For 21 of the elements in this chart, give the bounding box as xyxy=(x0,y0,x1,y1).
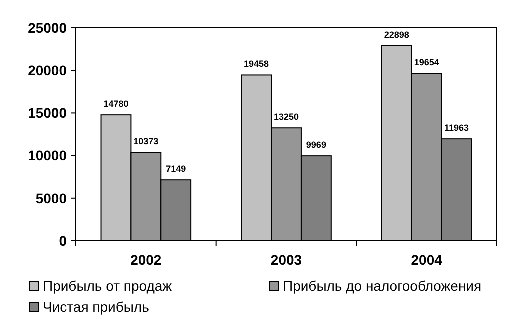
y-tick-label: 25000 xyxy=(28,20,68,36)
data-label: 13250 xyxy=(274,112,300,122)
data-label: 19654 xyxy=(414,58,440,68)
y-tick-label: 5000 xyxy=(36,190,68,206)
data-label: 22898 xyxy=(384,30,410,40)
y-tick-label: 10000 xyxy=(28,148,68,164)
x-tick-label: 2002 xyxy=(130,252,162,268)
data-label: 11963 xyxy=(444,123,470,134)
data-label: 7149 xyxy=(166,164,186,174)
y-tick-label: 20000 xyxy=(28,62,68,78)
data-label: 19458 xyxy=(244,59,270,70)
data-label: 10373 xyxy=(134,136,159,147)
x-tick-label: 2003 xyxy=(270,252,302,268)
legend-label: Прибыль от продаж xyxy=(43,278,173,294)
y-tick-label: 0 xyxy=(59,232,68,249)
data-label: 14780 xyxy=(104,99,129,110)
legend-label: Чистая прибыль xyxy=(43,299,150,315)
x-tick-label: 2004 xyxy=(411,252,443,268)
data-label: 9969 xyxy=(306,140,326,150)
legend-label: Прибыль до налогообложения xyxy=(283,278,482,294)
y-tick-label: 15000 xyxy=(28,105,68,122)
